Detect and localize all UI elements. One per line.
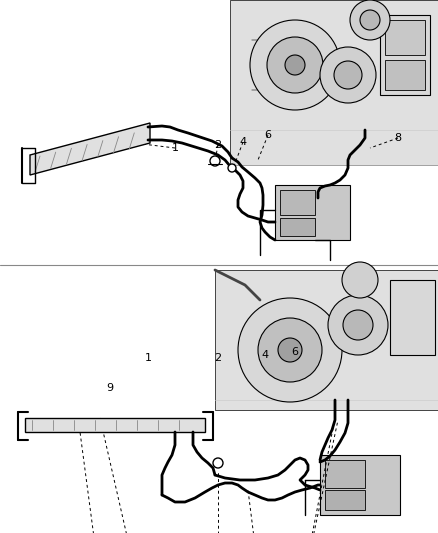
Bar xyxy=(230,0,438,165)
Text: 1: 1 xyxy=(172,143,179,153)
Circle shape xyxy=(210,156,220,166)
Circle shape xyxy=(360,10,380,30)
Circle shape xyxy=(328,295,388,355)
Text: 4: 4 xyxy=(261,350,268,360)
Text: 8: 8 xyxy=(395,133,402,143)
Bar xyxy=(280,218,315,236)
Circle shape xyxy=(228,164,236,172)
Circle shape xyxy=(278,338,302,362)
Circle shape xyxy=(238,298,342,402)
Circle shape xyxy=(342,262,378,298)
Text: 9: 9 xyxy=(106,383,113,393)
Circle shape xyxy=(285,55,305,75)
Circle shape xyxy=(250,20,340,110)
Bar xyxy=(385,20,425,55)
Bar xyxy=(325,490,365,510)
Polygon shape xyxy=(30,123,150,175)
Bar xyxy=(325,460,365,488)
Bar xyxy=(275,185,350,240)
Text: 2: 2 xyxy=(215,140,222,150)
Bar xyxy=(320,455,400,515)
Text: 4: 4 xyxy=(240,137,247,147)
Text: 1: 1 xyxy=(145,353,152,363)
Text: 6: 6 xyxy=(265,130,272,140)
Circle shape xyxy=(350,0,390,40)
Circle shape xyxy=(343,310,373,340)
Bar xyxy=(215,270,438,410)
Circle shape xyxy=(258,318,322,382)
Text: 6: 6 xyxy=(292,347,299,357)
Text: 2: 2 xyxy=(215,353,222,363)
Bar xyxy=(380,15,430,95)
Bar xyxy=(390,280,435,355)
Bar xyxy=(385,60,425,90)
Circle shape xyxy=(213,458,223,468)
Circle shape xyxy=(320,47,376,103)
Polygon shape xyxy=(25,418,205,432)
Bar xyxy=(280,190,315,215)
Circle shape xyxy=(267,37,323,93)
Circle shape xyxy=(334,61,362,89)
